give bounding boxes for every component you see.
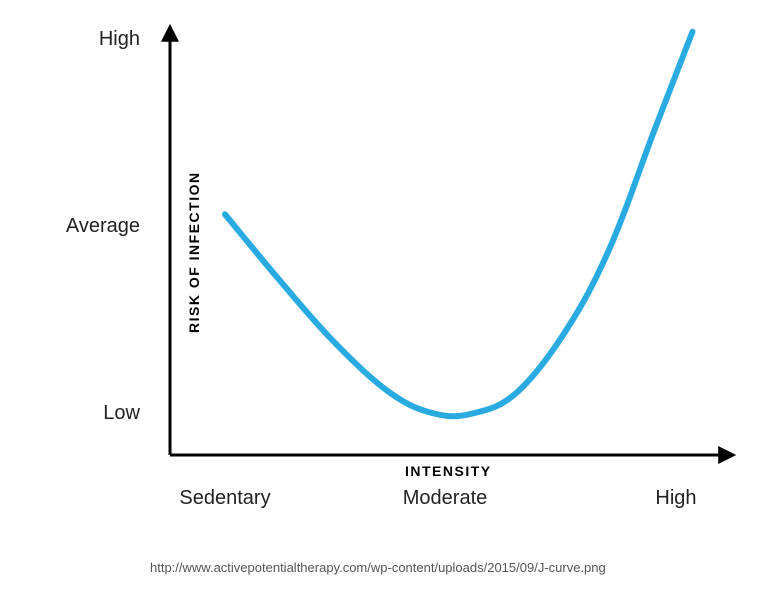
x-axis-title: INTENSITY [405,463,492,479]
x-tick-high: High [626,487,726,510]
source-caption: http://www.activepotentialtherapy.com/wp… [150,560,606,575]
x-tick-sedentary: Sedentary [175,487,275,510]
j-curve-chart: High Average Low Sedentary Moderate High… [0,0,775,595]
y-tick-average: Average [66,215,140,238]
x-tick-moderate: Moderate [395,487,495,510]
y-axis-title: RISK OF INFECTION [186,171,202,333]
y-tick-low: Low [103,402,140,425]
y-tick-high: High [99,28,140,51]
